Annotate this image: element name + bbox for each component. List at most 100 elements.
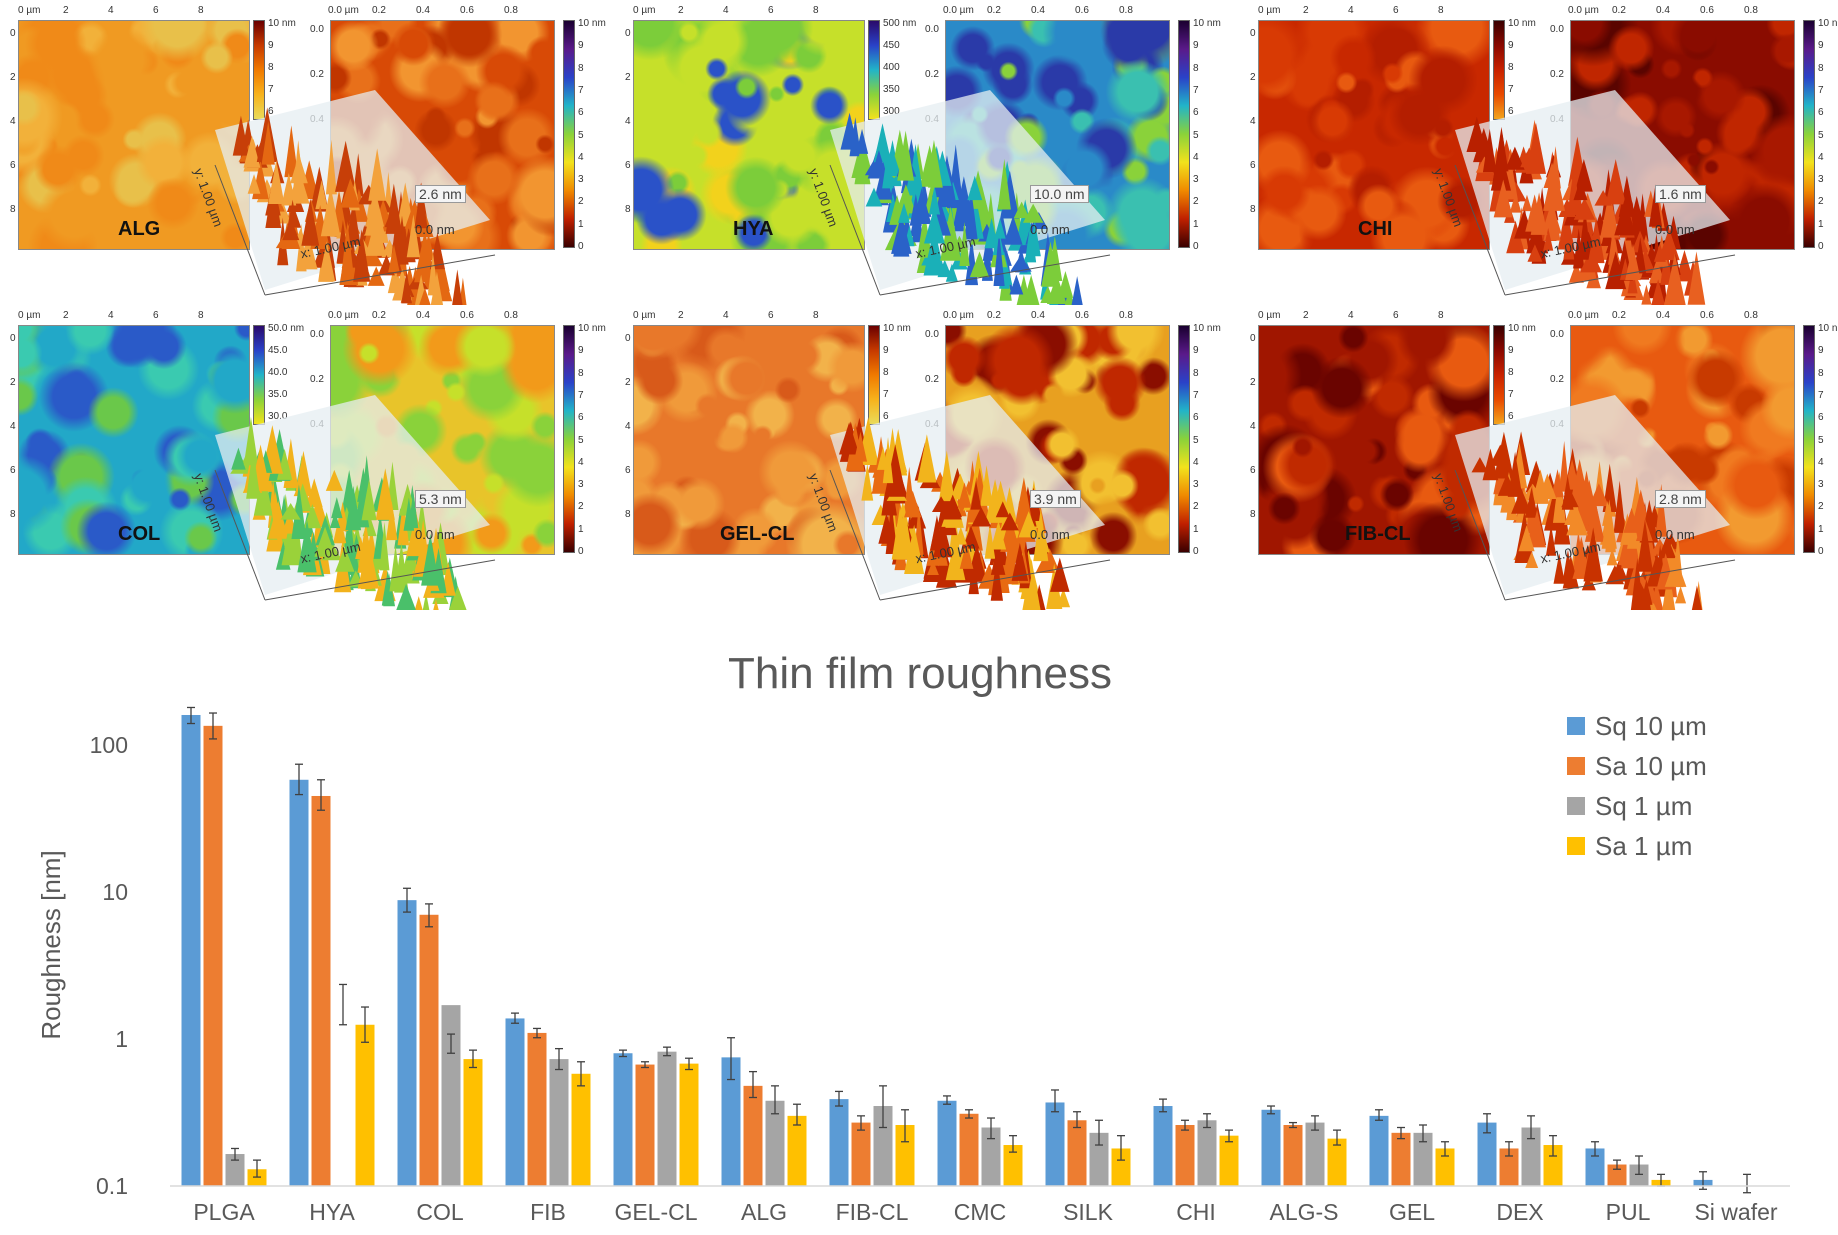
x-tick-10um: 8 <box>813 310 819 321</box>
x-tick-10um: 4 <box>723 5 729 16</box>
y-tick-1um: 0.0 <box>1550 24 1564 35</box>
y-tick-10um: 2 <box>10 72 16 83</box>
y-tick-10um: 4 <box>625 421 631 432</box>
colorbar-tick: 5 <box>578 129 584 141</box>
y-tick-10um: 2 <box>625 72 631 83</box>
height-max-label: 3.9 nm <box>1030 490 1081 508</box>
height-zero-label: 0.0 nm <box>415 222 455 237</box>
surface-peak <box>1614 197 1636 236</box>
surface-peak <box>1600 189 1620 238</box>
bar <box>1219 1135 1239 1186</box>
surface-peak <box>1047 236 1063 282</box>
colorbar-tick: 10 nm <box>1193 18 1221 29</box>
x-tick-10um: 0 µm <box>18 310 41 321</box>
colorbar-tick: 8 <box>1193 62 1199 74</box>
colorbar-tick: 4 <box>1818 151 1824 163</box>
y-tick-10um: 6 <box>1250 160 1256 171</box>
y-tick-10um: 8 <box>1250 204 1256 215</box>
surface-peak <box>331 497 343 519</box>
colorbar-tick: 40.0 <box>268 367 288 378</box>
afm-map-10um <box>633 20 865 250</box>
surface-peak <box>268 449 284 474</box>
colorbar-1um <box>1178 20 1190 248</box>
legend-label: Sq 1 µm <box>1595 791 1692 821</box>
x-tick-label: GEL-CL <box>614 1199 697 1225</box>
colorbar-tick: 6 <box>1508 106 1514 117</box>
surface-peak <box>297 519 317 573</box>
colorbar-tick: 10 nm <box>1193 323 1221 334</box>
surface-peak <box>325 139 337 195</box>
y-tick-1um: 0.0 <box>925 24 939 35</box>
surface-peak <box>1602 463 1617 513</box>
afm-3d-surface <box>1454 395 1736 610</box>
x-tick-1um: 0.0 µm <box>328 310 359 321</box>
y-tick-10um: 4 <box>625 116 631 127</box>
surface-peak <box>897 130 914 181</box>
x-tick-10um: 0 µm <box>633 5 656 16</box>
x-tick-1um: 0.6 <box>1700 5 1714 16</box>
surface-y-axis <box>1454 164 1506 296</box>
x-tick-label: COL <box>416 1199 464 1225</box>
colorbar-tick: 7 <box>268 84 274 95</box>
surface-peak <box>1587 217 1605 264</box>
x-tick-label: PUL <box>1606 1199 1651 1225</box>
surface-peak <box>280 503 301 520</box>
surface-peak <box>295 450 312 493</box>
surface-peak <box>1543 227 1554 251</box>
bar <box>1543 1145 1563 1186</box>
surface-peak <box>861 463 874 501</box>
x-tick-1um: 0.8 <box>1119 310 1133 321</box>
height-max-label: 2.8 nm <box>1655 490 1706 508</box>
x-tick-10um: 4 <box>108 5 114 16</box>
surface-peak <box>1000 512 1019 531</box>
x-tick-10um: 0 µm <box>1258 5 1281 16</box>
surface-peak <box>1583 527 1603 582</box>
surface-peak <box>1527 244 1543 262</box>
colorbar-tick: 2 <box>1818 196 1824 208</box>
surface-y-axis <box>829 164 881 296</box>
surface-peak <box>1588 483 1609 507</box>
surface-peak <box>1664 556 1687 587</box>
y-tick-10um: 6 <box>1250 465 1256 476</box>
surface-peak <box>401 270 412 304</box>
surface-peak <box>256 471 273 514</box>
x-tick-1um: 0.6 <box>1700 310 1714 321</box>
surface-peak <box>1625 243 1641 281</box>
surface-peak <box>959 541 974 569</box>
y-tick-labels: 0.1 1 10 100 <box>90 732 128 1199</box>
surface-x-axis <box>264 254 496 296</box>
legend-label: Sq 10 µm <box>1595 711 1707 741</box>
surface-peak <box>904 524 925 574</box>
surface-peak <box>1489 444 1512 466</box>
bar <box>895 1124 915 1186</box>
bar <box>937 1100 957 1186</box>
x-tick-label: DEX <box>1496 1199 1543 1225</box>
surface-peak <box>1649 258 1665 284</box>
x-tick-10um: 6 <box>768 310 774 321</box>
surface-peak <box>1651 279 1666 305</box>
surface-peak <box>1573 530 1584 569</box>
colorbar-tick: 0 <box>578 241 584 252</box>
x-tick-10um: 8 <box>1438 5 1444 16</box>
colorbar-tick: 400 <box>883 62 900 73</box>
surface-peak <box>1601 499 1617 549</box>
colorbar-tick: 6 <box>1508 411 1514 422</box>
height-max-label: 2.6 nm <box>415 185 466 203</box>
surface-peak <box>268 160 285 204</box>
x-tick-10um: 0 µm <box>18 5 41 16</box>
surface-peak <box>1497 473 1517 496</box>
bar <box>549 1059 569 1186</box>
x-tick-label: FIB <box>530 1199 566 1225</box>
surface-peak <box>1573 178 1588 201</box>
x-tick-1um: 0.4 <box>1031 310 1045 321</box>
bar <box>1089 1132 1109 1186</box>
surface-peak <box>967 175 983 201</box>
colorbar-tick: 7 <box>1193 389 1199 401</box>
y-tick-1um: 0.2 <box>925 69 939 80</box>
x-tick-10um: 8 <box>198 5 204 16</box>
bar <box>1153 1106 1173 1186</box>
surface-peak <box>1675 586 1687 604</box>
surface-peak <box>433 599 439 610</box>
colorbar-tick: 300 <box>883 106 900 117</box>
x-tick-10um: 2 <box>1303 310 1309 321</box>
